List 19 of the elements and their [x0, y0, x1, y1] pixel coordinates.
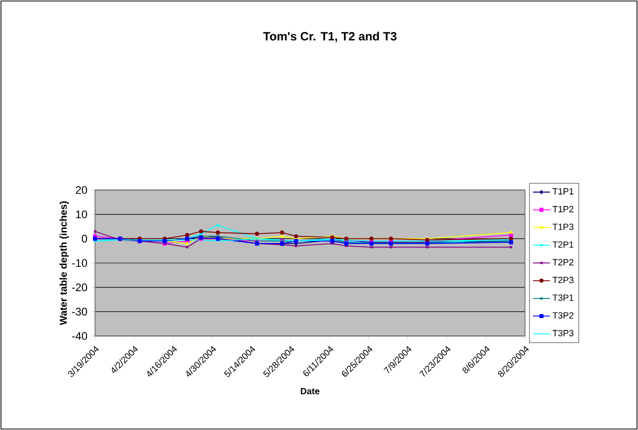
legend-label: T3P1 — [552, 294, 574, 301]
y-tick-label: -20 — [72, 283, 88, 292]
y-tick-label: 10 — [76, 210, 88, 218]
y-tick-label: -40 — [72, 332, 88, 340]
y-axis-title: Water table depth (inches) — [60, 201, 69, 326]
legend-label: T3P2 — [552, 312, 574, 319]
y-tick-label: 0 — [82, 234, 88, 243]
legend-label: T1P3 — [552, 224, 574, 230]
legend-label: T2P1 — [552, 241, 574, 248]
x-axis-title: Date — [300, 388, 320, 394]
legend-label: T1P2 — [552, 206, 574, 212]
legend-label: T2P2 — [552, 259, 574, 266]
y-tick-label: -10 — [72, 259, 88, 267]
chart-title: Tom's Cr. T1, T2 and T3 — [263, 32, 397, 42]
y-tick-label: 20 — [76, 186, 88, 194]
legend-label: T2P3 — [552, 276, 574, 284]
legend-label: T3P3 — [552, 330, 574, 336]
y-tick-label: -30 — [72, 308, 88, 316]
legend-label: T1P1 — [552, 188, 574, 194]
